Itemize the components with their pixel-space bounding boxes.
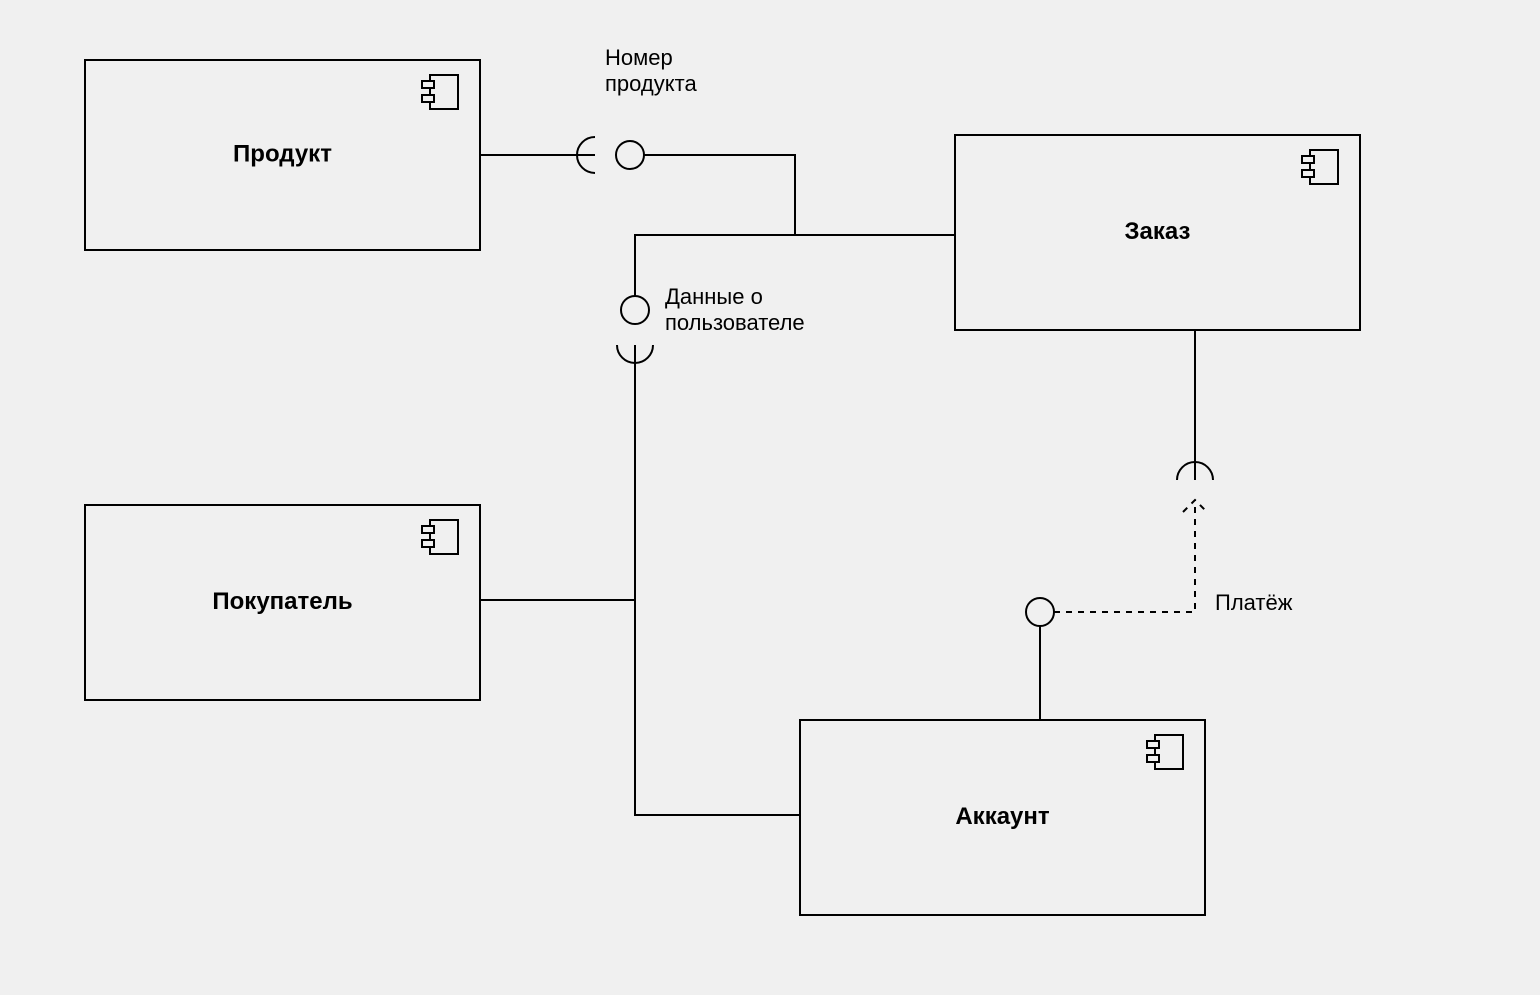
component-customer-label: Покупатель [212, 588, 352, 615]
component-order: Заказ [955, 135, 1360, 330]
component-account-label: Аккаунт [955, 803, 1050, 830]
component-product-label: Продукт [233, 140, 332, 167]
interface-user-data-label: Данные опользователе [665, 284, 805, 335]
component-account: Аккаунт [800, 720, 1205, 915]
uml-component-diagram: Номерпродукта Данные опользователе Платёж П… [0, 0, 1540, 995]
component-customer: Покупатель [85, 505, 480, 700]
component-product: Продукт [85, 60, 480, 250]
interface-payment-label: Платёж [1215, 590, 1293, 615]
interface-product-number-label: Номерпродукта [605, 45, 697, 96]
component-order-label: Заказ [1125, 218, 1191, 245]
